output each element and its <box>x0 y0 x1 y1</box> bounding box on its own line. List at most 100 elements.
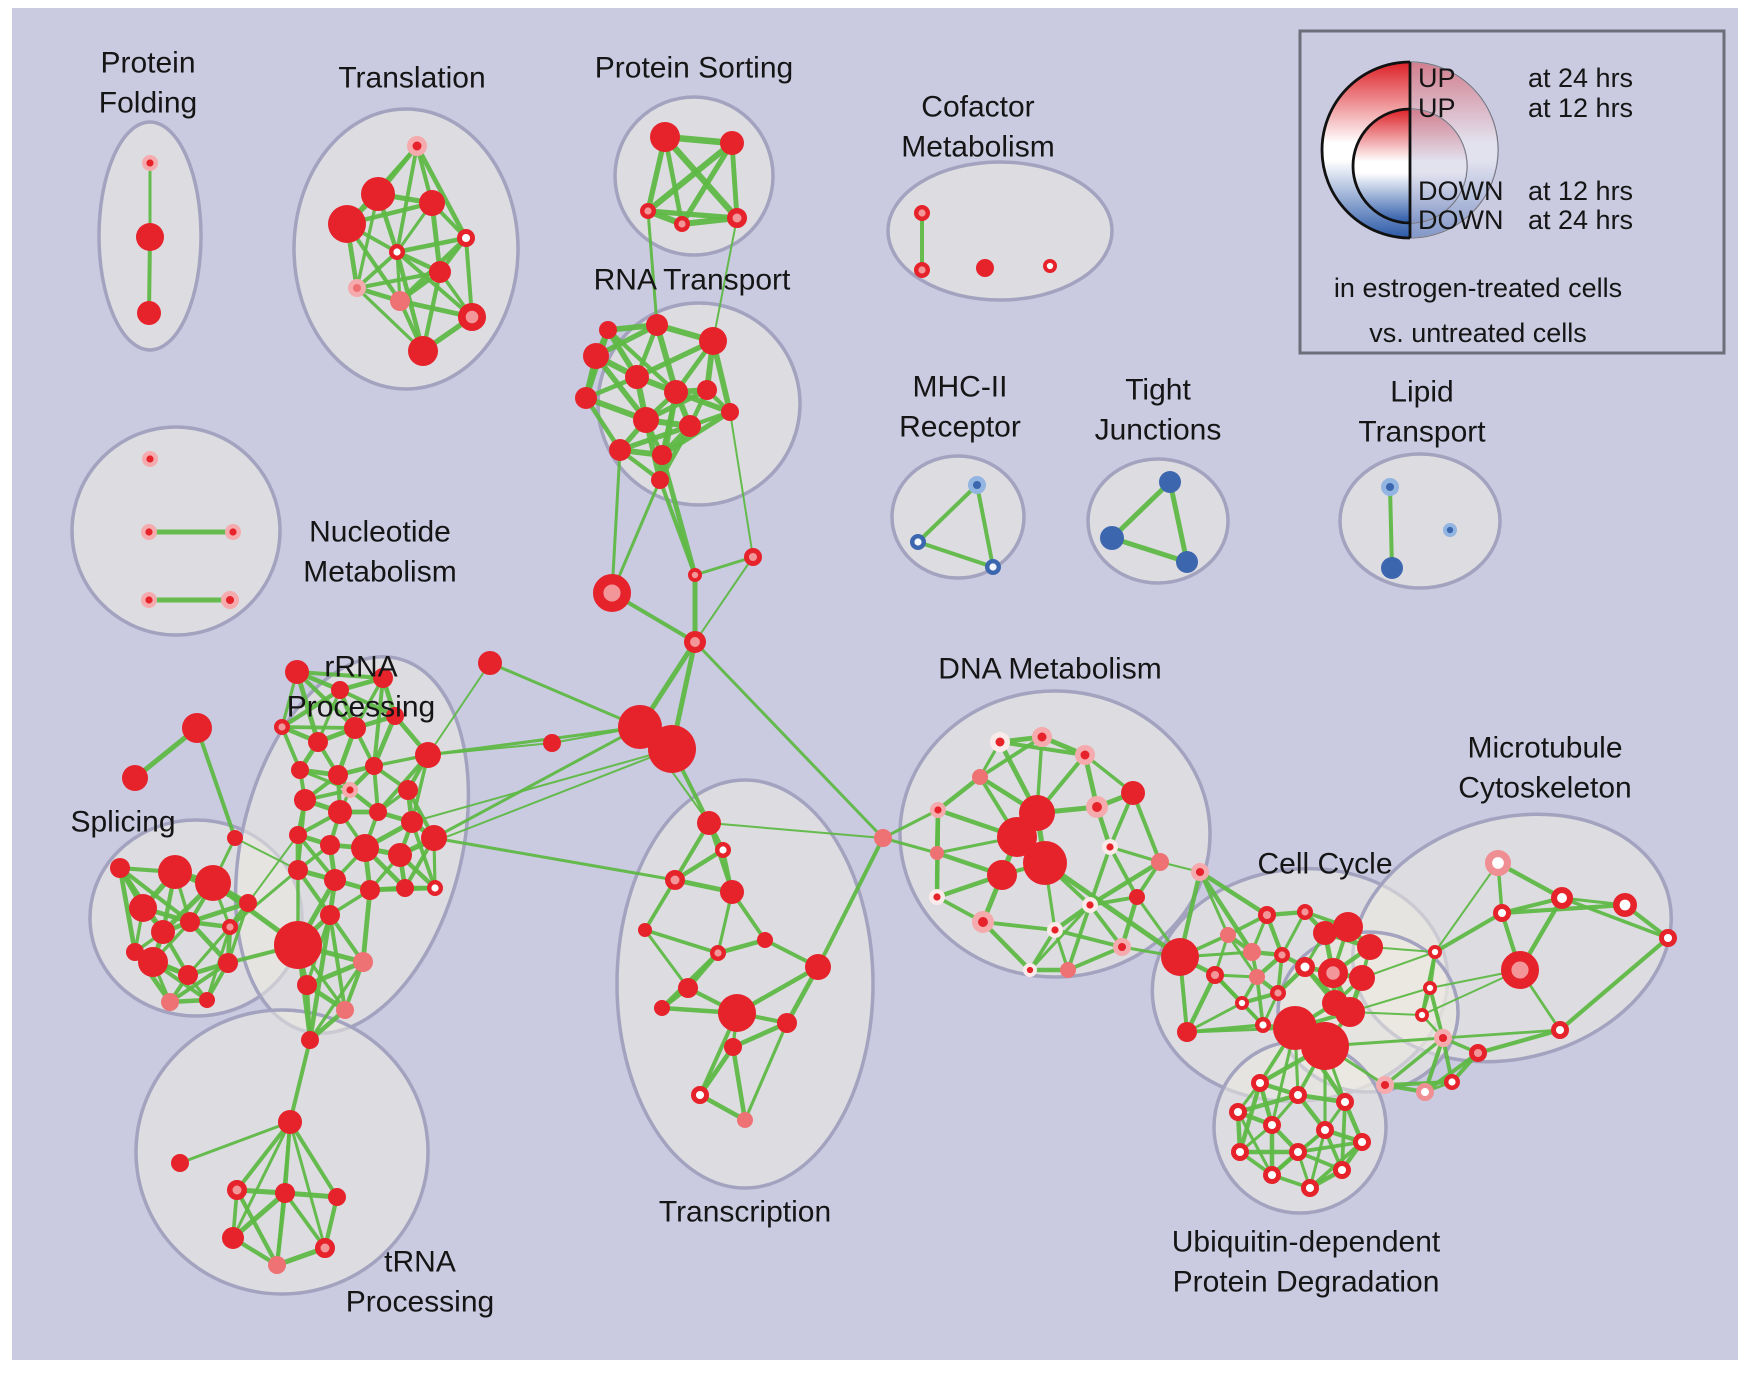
interaction-edge <box>394 235 469 255</box>
interaction-edge <box>187 900 251 925</box>
gene-node <box>687 567 702 582</box>
interaction-edge <box>1382 1079 1455 1088</box>
gene-node <box>1101 839 1118 856</box>
cluster-label-rr: Processing <box>287 691 435 724</box>
gene-node <box>654 1000 670 1016</box>
gene-node <box>360 880 380 900</box>
gene-node <box>1081 897 1098 914</box>
gene-node <box>429 261 451 283</box>
interaction-edge <box>355 286 425 353</box>
gene-node <box>1300 1178 1319 1197</box>
gene-node <box>777 1013 797 1033</box>
gene-node <box>140 524 157 541</box>
gene-node <box>1381 557 1403 579</box>
gene-node <box>652 445 672 465</box>
gene-node <box>419 190 445 216</box>
cluster-label-ub: Protein Degradation <box>1173 1266 1440 1299</box>
legend-caption: vs. untreated cells <box>1369 318 1587 348</box>
gene-node <box>1023 962 1038 977</box>
gene-node <box>715 842 732 859</box>
interaction-edge <box>360 887 373 965</box>
cluster-ellipse-mh <box>890 454 1026 580</box>
interaction-edge <box>288 1120 327 1250</box>
interaction-edge <box>693 640 885 840</box>
gene-node <box>122 765 148 791</box>
gene-node <box>1380 478 1399 497</box>
gene-node <box>401 811 423 833</box>
gene-node <box>1176 551 1198 573</box>
interaction-edge <box>235 1120 292 1192</box>
gene-node <box>324 869 346 891</box>
cluster-label-rr: rRNA <box>324 651 397 684</box>
legend-time-label: at 24 hrs <box>1528 63 1633 93</box>
gene-node <box>289 826 307 844</box>
gene-node <box>291 761 309 779</box>
interaction-edge <box>610 448 622 595</box>
gene-node <box>1177 1022 1197 1042</box>
interaction-edge <box>1028 903 1092 972</box>
gene-node <box>308 732 328 752</box>
interaction-edge <box>712 217 738 342</box>
gene-node <box>633 407 659 433</box>
gene-node <box>697 811 721 835</box>
interaction-edge <box>816 836 885 969</box>
cluster-ellipse-tj <box>1086 457 1230 585</box>
interaction-edge <box>304 959 366 988</box>
gene-node <box>1129 889 1145 905</box>
interaction-edge <box>643 928 690 990</box>
gene-node <box>1313 921 1337 945</box>
gene-node <box>678 978 698 998</box>
interaction-edge <box>729 140 740 221</box>
gene-node <box>1250 1073 1269 1092</box>
gene-node <box>224 524 241 541</box>
gene-node <box>1349 965 1375 991</box>
gene-node <box>609 439 631 461</box>
cluster-label-mh: Receptor <box>899 411 1021 444</box>
interaction-edge <box>657 389 679 483</box>
interaction-edge <box>1422 1035 1446 1095</box>
gene-node <box>1269 985 1286 1002</box>
interaction-edge <box>981 920 1057 932</box>
gene-node <box>650 122 680 152</box>
gene-node <box>1190 862 1209 881</box>
interaction-edge <box>355 270 442 290</box>
gene-node <box>344 717 366 739</box>
gene-node <box>699 327 727 355</box>
interaction-edge <box>279 687 343 730</box>
interaction-edge <box>729 411 754 558</box>
gene-node <box>141 154 158 171</box>
gene-node <box>1023 841 1067 885</box>
gene-node <box>646 314 668 336</box>
gene-node <box>720 880 744 904</box>
gene-node <box>743 547 762 566</box>
interaction-edge <box>1185 1023 1265 1034</box>
gene-node <box>141 451 158 468</box>
gene-node <box>199 992 215 1008</box>
interaction-edge <box>1131 791 1162 864</box>
interaction-edge <box>1108 845 1139 899</box>
interaction-edge <box>1109 535 1190 565</box>
cluster-label-cf: Cofactor <box>921 91 1034 124</box>
interaction-edge <box>294 669 321 745</box>
cluster-label-mt: Cytoskeleton <box>1458 772 1631 805</box>
gene-node <box>361 177 395 211</box>
interaction-edge <box>1042 860 1183 960</box>
gene-node <box>1086 796 1109 819</box>
interaction-edge <box>694 556 754 643</box>
interaction-edge <box>1560 896 1670 940</box>
gene-node <box>1032 727 1052 747</box>
interaction-edge <box>1383 1036 1445 1087</box>
gene-node <box>1235 995 1250 1010</box>
gene-node <box>599 321 617 339</box>
gene-node <box>1443 1073 1460 1090</box>
interaction-edge <box>1088 845 1112 907</box>
gene-node <box>684 631 707 654</box>
legend-box <box>1298 29 1726 355</box>
gene-node <box>1254 1017 1271 1034</box>
cluster-label-tj: Junctions <box>1095 414 1222 447</box>
interaction-edge <box>410 820 437 890</box>
interaction-edge <box>1184 972 1218 1035</box>
gene-node <box>398 780 418 800</box>
gene-node <box>697 380 717 400</box>
interaction-edge <box>715 937 768 956</box>
